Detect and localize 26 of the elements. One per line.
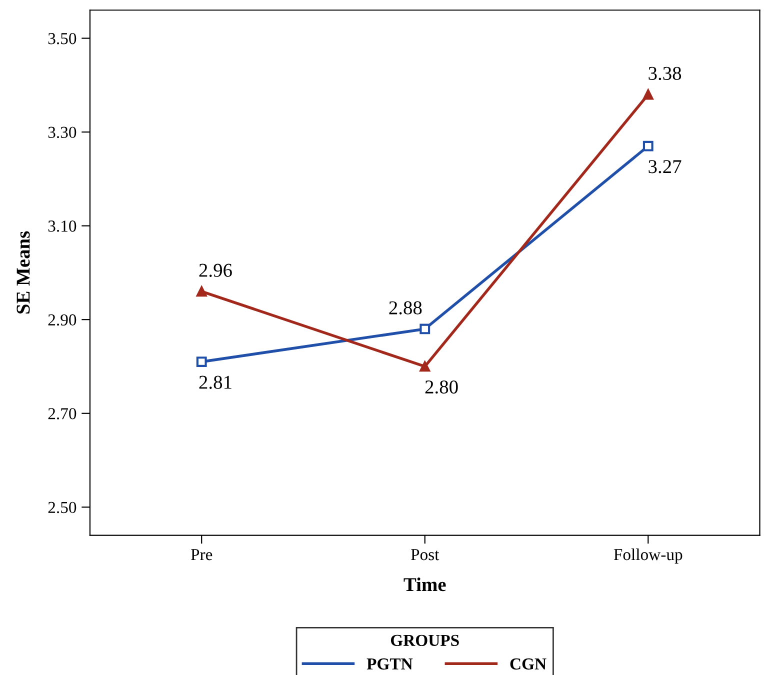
y-tick-label: 3.50 — [48, 32, 76, 44]
x-tick-label: Post — [410, 549, 440, 560]
data-label: 2.96 — [199, 264, 232, 277]
data-label: 3.27 — [648, 160, 682, 174]
point — [642, 89, 654, 100]
data-label: 3.38 — [648, 66, 682, 80]
x-axis-title: Time — [404, 577, 446, 592]
y-tick-label: 2.70 — [48, 408, 76, 420]
point — [420, 361, 430, 372]
y-tick-label: 2.50 — [48, 502, 76, 514]
point — [642, 140, 654, 152]
point — [196, 286, 207, 297]
legend-label: PGTN — [366, 658, 413, 670]
y-tick-label: 3.30 — [48, 126, 76, 138]
y-tick-label: 2.90 — [48, 314, 76, 326]
point — [420, 324, 430, 334]
data-label: 2.81 — [199, 376, 232, 389]
data-label: 2.88 — [389, 301, 422, 314]
point — [196, 356, 207, 367]
y-tick-label: 3.10 — [48, 220, 76, 232]
y-axis-title: SE Means — [16, 231, 30, 314]
legend-label: CGN — [510, 658, 546, 670]
legend-title: GROUPS — [390, 634, 459, 646]
x-tick-label: Pre — [190, 549, 212, 560]
x-tick-label: Follow-up — [614, 548, 682, 564]
data-label: 2.80 — [425, 380, 458, 394]
